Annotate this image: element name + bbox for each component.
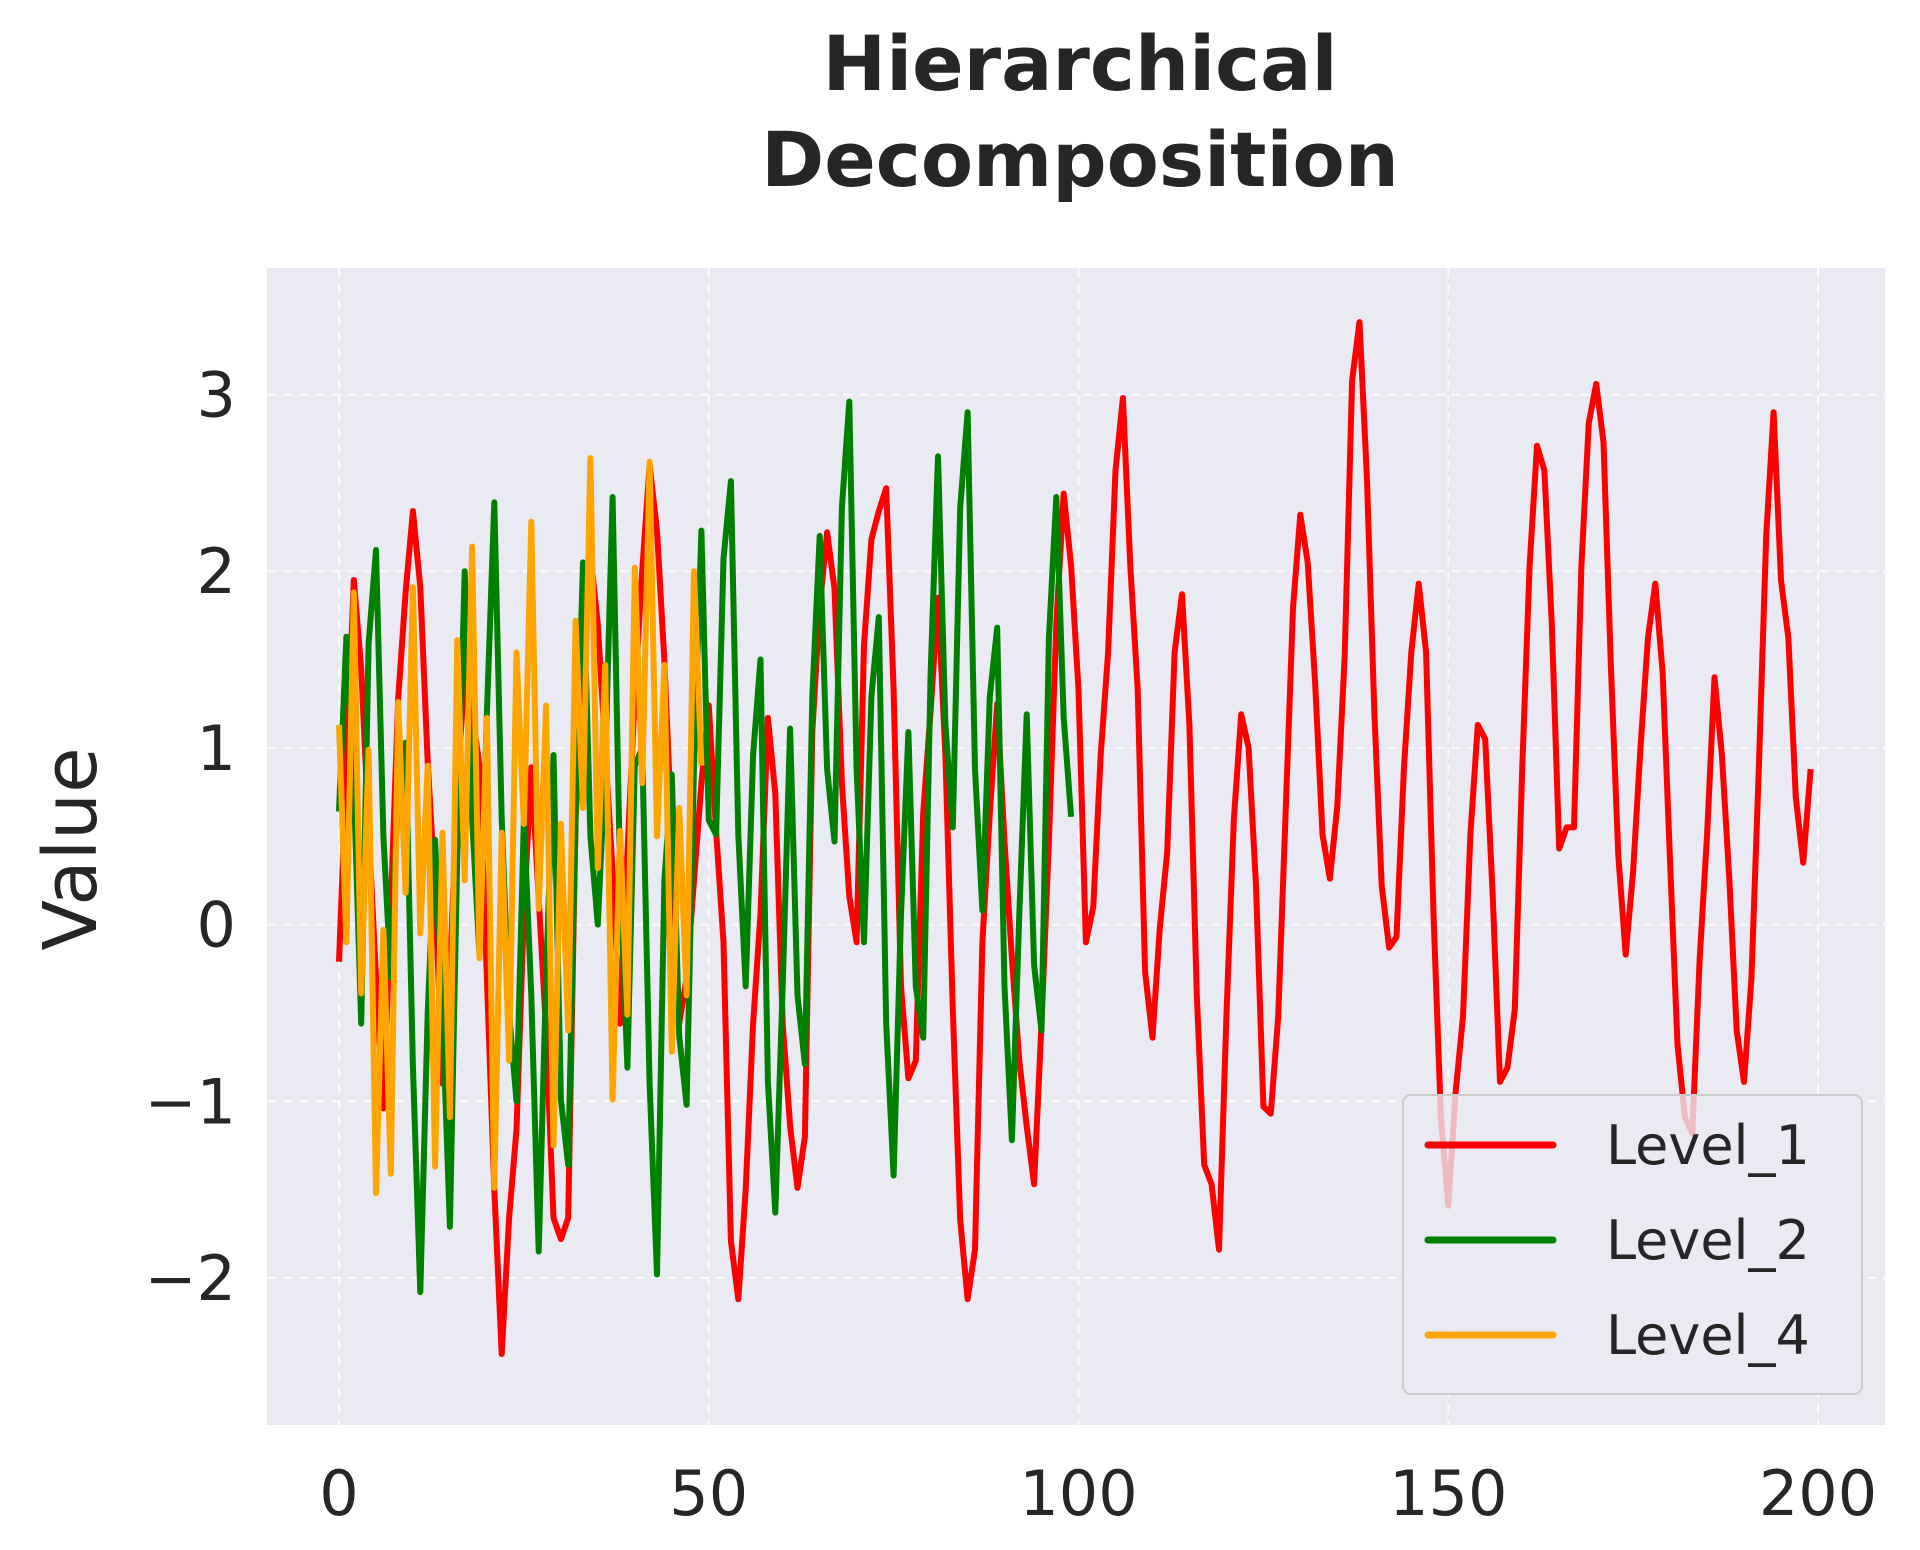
legend-box xyxy=(1402,1094,1863,1395)
y-tick-labels: −2 −1 0 1 2 3 xyxy=(145,359,236,1316)
x-tick-label: 200 xyxy=(1759,1457,1877,1530)
y-tick-label: 2 xyxy=(197,535,236,608)
y-axis-label: Value xyxy=(28,747,114,950)
series-lines xyxy=(336,319,1814,1357)
legend-label-level-2: Level_2 xyxy=(1606,1209,1810,1272)
y-tick-label: 0 xyxy=(197,889,236,962)
x-tick-label: 50 xyxy=(669,1457,748,1530)
chart-title-line-2: Decomposition xyxy=(761,115,1399,204)
series-line-level-4 xyxy=(336,455,705,1197)
x-tick-label: 100 xyxy=(1019,1457,1137,1530)
y-tick-label: 3 xyxy=(197,359,236,432)
x-tick-label: 0 xyxy=(319,1457,358,1530)
y-tick-label: −1 xyxy=(145,1065,236,1138)
legend-label-level-4: Level_4 xyxy=(1606,1304,1810,1367)
legend-label-level-1: Level_1 xyxy=(1606,1114,1810,1177)
y-tick-label: −2 xyxy=(145,1242,236,1315)
x-tick-label: 150 xyxy=(1389,1457,1507,1530)
y-tick-label: 1 xyxy=(197,712,236,785)
x-tick-labels: 0 50 100 150 200 xyxy=(319,1457,1877,1530)
chart-title-line-1: Hierarchical xyxy=(822,19,1337,108)
legend: Level_1 Level_2 Level_4 xyxy=(1402,1094,1863,1395)
